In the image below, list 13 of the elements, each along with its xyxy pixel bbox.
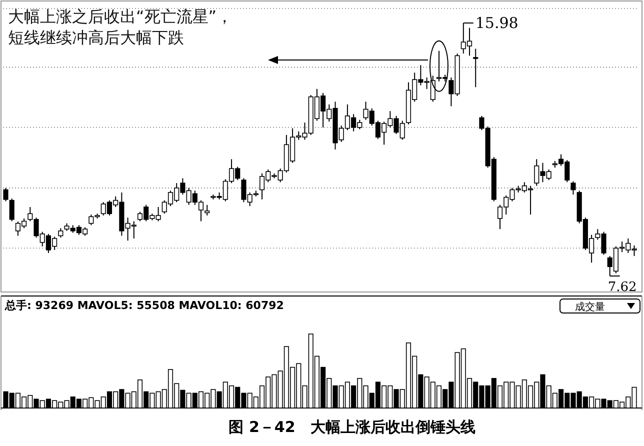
- candlestick: [58, 228, 64, 238]
- candlestick: [9, 198, 14, 222]
- candlestick: [473, 48, 478, 88]
- candlestick: [3, 187, 8, 202]
- text: 成交量: [575, 301, 605, 313]
- annotation: 大幅上涨之后收出“死亡流星”，: [8, 7, 233, 26]
- candlestick: [570, 180, 576, 196]
- text: 总手: 93269 MAVOL5: 55508 MAVOL10: 60792: [4, 299, 284, 312]
- text: 7.62: [608, 280, 637, 295]
- candlestick: [204, 204, 210, 216]
- annotation: 短线继续冲高后大幅下跌: [8, 28, 184, 47]
- annotation: 15.98: [475, 14, 518, 32]
- caption: 图 2－42 大幅上涨后收出倒锤头线: [228, 418, 476, 436]
